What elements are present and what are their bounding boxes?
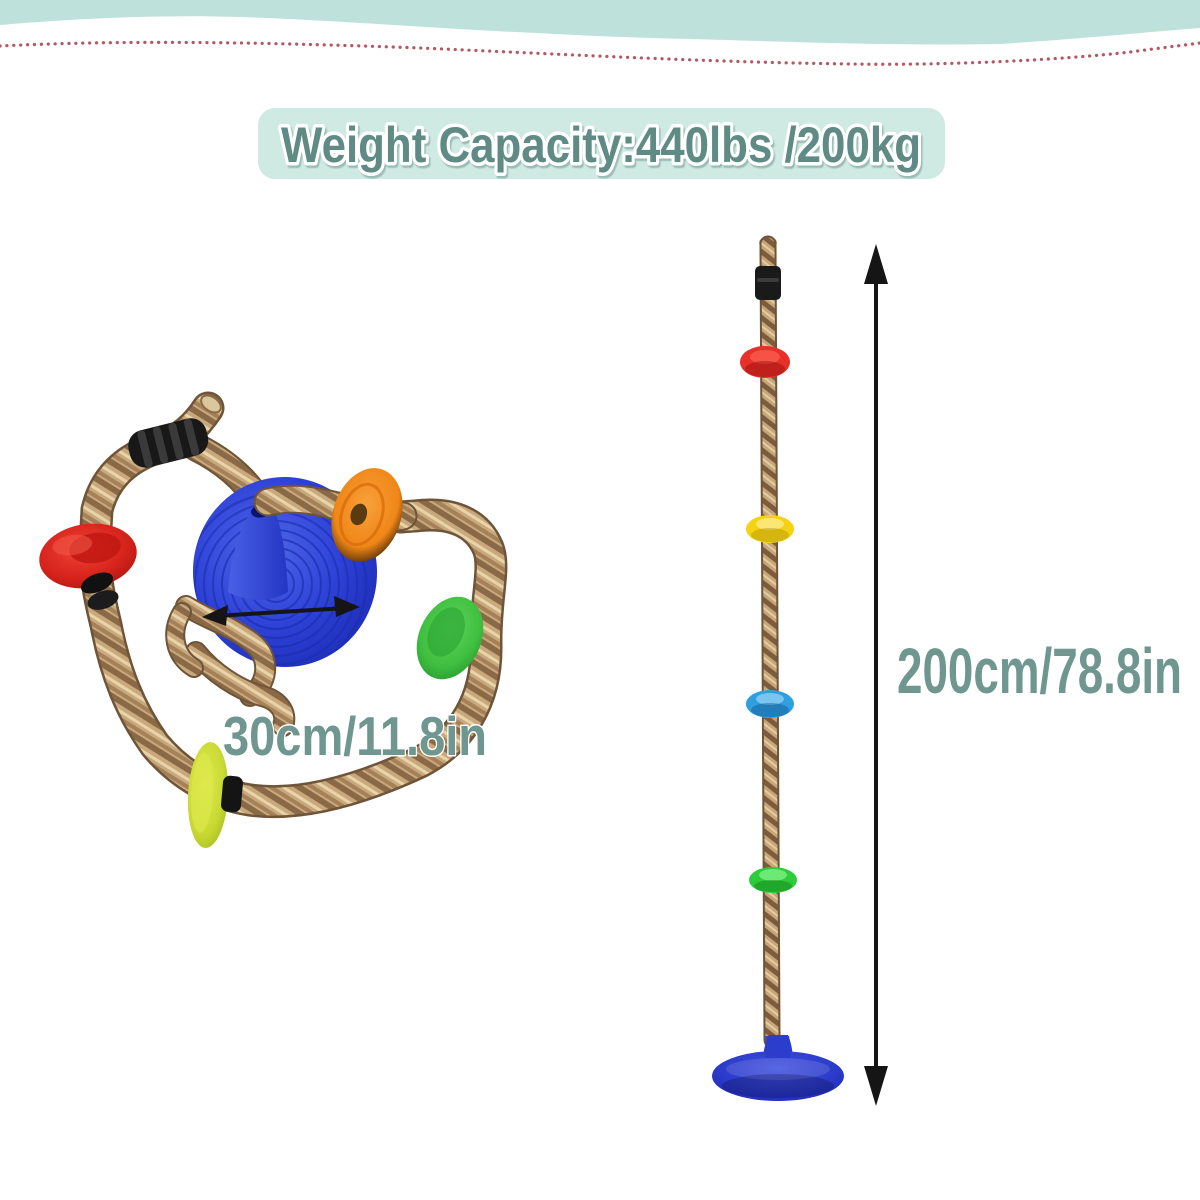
header-dotted-line xyxy=(0,40,1200,66)
right-disc-yellow xyxy=(746,515,794,543)
height-label: 200cm/78.8in xyxy=(897,635,1182,707)
seat-cone xyxy=(228,505,288,600)
right-disc-blue xyxy=(746,690,794,718)
right-product-vertical-rope: 200cm/78.8in xyxy=(712,235,1184,1106)
capacity-banner-bg xyxy=(258,108,945,179)
left-rope-clamp xyxy=(128,418,209,468)
right-disc-red xyxy=(740,346,790,378)
left-disc-green xyxy=(416,596,484,680)
diameter-arrowhead-right xyxy=(334,596,360,617)
header-wave xyxy=(0,0,1200,45)
left-disc-orange xyxy=(331,468,403,562)
diameter-arrow xyxy=(202,596,360,626)
right-rope-clamp xyxy=(755,266,781,300)
left-rope-wrap-red xyxy=(80,572,119,610)
left-disc-red xyxy=(39,523,137,589)
left-disc-yellow xyxy=(187,742,229,848)
height-arrowhead-top xyxy=(864,244,888,284)
height-arrow xyxy=(864,244,888,1106)
diameter-label: 30cm/11.8in xyxy=(223,705,487,767)
height-arrowhead-bottom xyxy=(864,1066,888,1106)
left-rope-wrap-yellow xyxy=(221,775,243,813)
right-disc-green xyxy=(749,867,797,893)
diameter-arrowhead-left xyxy=(202,605,228,626)
left-rope-frayed-tip xyxy=(200,394,222,414)
capacity-banner: Weight Capacity:440lbs /200kg xyxy=(258,108,945,179)
left-product-coiled-swing: 30cm/11.8in xyxy=(39,391,508,848)
capacity-banner-text: Weight Capacity:440lbs /200kg xyxy=(281,117,921,173)
right-seat-disc xyxy=(712,1035,844,1101)
